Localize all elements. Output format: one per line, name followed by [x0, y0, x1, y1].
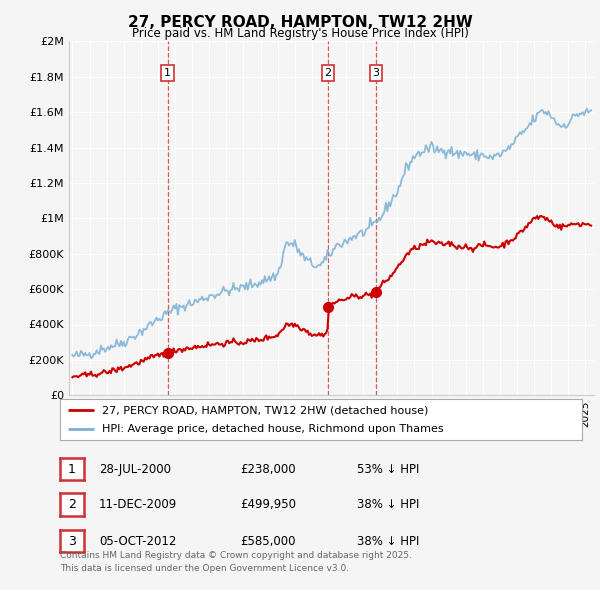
Text: 11-DEC-2009: 11-DEC-2009 — [99, 498, 177, 511]
Text: Contains HM Land Registry data © Crown copyright and database right 2025.
This d: Contains HM Land Registry data © Crown c… — [60, 551, 412, 573]
Text: 53% ↓ HPI: 53% ↓ HPI — [357, 463, 419, 476]
Text: 27, PERCY ROAD, HAMPTON, TW12 2HW: 27, PERCY ROAD, HAMPTON, TW12 2HW — [128, 15, 472, 30]
Text: 38% ↓ HPI: 38% ↓ HPI — [357, 535, 419, 548]
Text: 2: 2 — [68, 498, 76, 511]
Text: £238,000: £238,000 — [240, 463, 296, 476]
Text: 27, PERCY ROAD, HAMPTON, TW12 2HW (detached house): 27, PERCY ROAD, HAMPTON, TW12 2HW (detac… — [102, 405, 428, 415]
Text: 1: 1 — [164, 68, 171, 78]
Text: 2: 2 — [325, 68, 332, 78]
Text: 3: 3 — [373, 68, 380, 78]
Text: 1: 1 — [68, 463, 76, 476]
Text: Price paid vs. HM Land Registry's House Price Index (HPI): Price paid vs. HM Land Registry's House … — [131, 27, 469, 40]
Text: 28-JUL-2000: 28-JUL-2000 — [99, 463, 171, 476]
Text: 38% ↓ HPI: 38% ↓ HPI — [357, 498, 419, 511]
Text: £585,000: £585,000 — [240, 535, 296, 548]
Text: £499,950: £499,950 — [240, 498, 296, 511]
Text: 3: 3 — [68, 535, 76, 548]
Text: HPI: Average price, detached house, Richmond upon Thames: HPI: Average price, detached house, Rich… — [102, 424, 443, 434]
Text: 05-OCT-2012: 05-OCT-2012 — [99, 535, 176, 548]
